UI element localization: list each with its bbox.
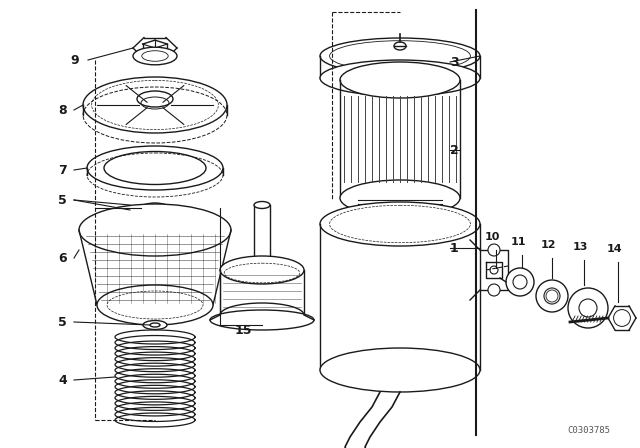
Ellipse shape bbox=[141, 203, 169, 213]
Ellipse shape bbox=[220, 303, 304, 327]
Ellipse shape bbox=[490, 266, 498, 274]
Ellipse shape bbox=[254, 267, 270, 273]
Ellipse shape bbox=[579, 299, 597, 317]
Ellipse shape bbox=[150, 323, 160, 327]
Ellipse shape bbox=[87, 146, 223, 190]
Text: 6: 6 bbox=[58, 251, 67, 264]
Text: 8: 8 bbox=[58, 103, 67, 116]
Ellipse shape bbox=[513, 275, 527, 289]
Text: 5: 5 bbox=[58, 315, 67, 328]
Text: 15: 15 bbox=[235, 323, 253, 336]
Text: 12: 12 bbox=[540, 240, 556, 250]
Ellipse shape bbox=[137, 91, 173, 107]
Ellipse shape bbox=[320, 348, 480, 392]
Ellipse shape bbox=[488, 284, 500, 296]
Text: 1: 1 bbox=[450, 241, 459, 254]
Ellipse shape bbox=[394, 42, 406, 50]
Ellipse shape bbox=[149, 206, 161, 211]
Text: 5: 5 bbox=[58, 194, 67, 207]
Ellipse shape bbox=[506, 268, 534, 296]
Ellipse shape bbox=[143, 320, 167, 329]
Ellipse shape bbox=[83, 77, 227, 133]
Text: 13: 13 bbox=[572, 242, 588, 252]
Ellipse shape bbox=[568, 288, 608, 328]
Text: 10: 10 bbox=[484, 232, 500, 242]
Text: 11: 11 bbox=[510, 237, 525, 247]
Ellipse shape bbox=[254, 202, 270, 208]
Text: 7: 7 bbox=[58, 164, 67, 177]
Text: 2: 2 bbox=[450, 143, 459, 156]
Text: 3: 3 bbox=[450, 56, 459, 69]
Ellipse shape bbox=[340, 62, 460, 98]
Ellipse shape bbox=[79, 204, 231, 256]
Ellipse shape bbox=[220, 256, 304, 284]
Ellipse shape bbox=[340, 180, 460, 216]
Ellipse shape bbox=[320, 38, 480, 74]
Ellipse shape bbox=[536, 280, 568, 312]
Text: 14: 14 bbox=[606, 244, 622, 254]
Ellipse shape bbox=[320, 202, 480, 246]
Ellipse shape bbox=[488, 244, 500, 256]
Ellipse shape bbox=[544, 288, 560, 304]
Text: 4: 4 bbox=[58, 374, 67, 387]
Ellipse shape bbox=[97, 285, 213, 325]
Ellipse shape bbox=[320, 60, 480, 96]
Ellipse shape bbox=[210, 310, 314, 330]
Ellipse shape bbox=[133, 47, 177, 65]
Text: C0303785: C0303785 bbox=[567, 426, 610, 435]
Text: 9: 9 bbox=[70, 53, 79, 66]
